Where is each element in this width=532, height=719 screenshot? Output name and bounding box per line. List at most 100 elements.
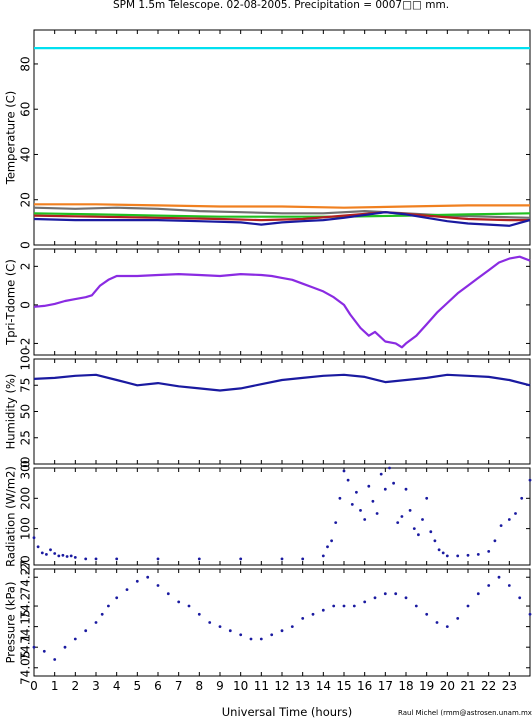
x-tick-label: 2 xyxy=(72,679,80,693)
radiation-point xyxy=(417,533,420,537)
x-tick-label: 18 xyxy=(398,679,413,693)
y-tick-label: 74.1 xyxy=(19,634,33,661)
pressure-point xyxy=(332,604,336,608)
pressure-point xyxy=(53,658,57,661)
radiation-point xyxy=(57,554,61,558)
radiation-point xyxy=(280,557,284,561)
pressure-point xyxy=(146,575,150,579)
x-tick-label: 12 xyxy=(274,679,289,693)
pressure-point xyxy=(487,584,491,587)
radiation-point xyxy=(437,548,441,552)
pressure-point xyxy=(280,629,284,633)
radiation-point xyxy=(65,555,69,558)
tpri-tdome-series-0 xyxy=(33,255,531,349)
pressure-point xyxy=(425,612,429,616)
pressure-point xyxy=(197,612,201,616)
y-tick-label: 40 xyxy=(19,147,33,162)
x-tick-label: 14 xyxy=(316,679,331,693)
x-tick-label: 19 xyxy=(419,679,434,693)
pressure-point xyxy=(107,604,110,608)
radiation-point xyxy=(49,548,52,552)
temperature-series-1 xyxy=(34,203,530,209)
temperature-series-4 xyxy=(33,211,530,222)
x-tick-label: 22 xyxy=(481,679,496,693)
radiation-point xyxy=(36,545,40,549)
pressure-point xyxy=(321,608,325,612)
x-tick-label: 5 xyxy=(134,679,142,693)
y-axis-label-radiation: Radiation (W/m2) xyxy=(4,466,18,567)
radiation-point xyxy=(383,487,387,491)
radiation-point xyxy=(487,550,491,553)
chart-title: SPM 1.5m Telescope. 02-08-2005. Precipit… xyxy=(113,0,449,11)
y-tick-label: 100 xyxy=(19,517,33,540)
y-tick-label: 60 xyxy=(19,102,33,117)
x-tick-label: 9 xyxy=(216,679,224,693)
radiation-point xyxy=(476,553,480,556)
pressure-point xyxy=(435,621,439,624)
radiation-point xyxy=(507,518,511,521)
radiation-point xyxy=(456,554,460,558)
pressure-point xyxy=(373,596,377,600)
x-tick-label: 16 xyxy=(357,679,372,693)
radiation-point xyxy=(84,557,88,561)
radiation-point xyxy=(441,551,445,555)
x-tick-label: 3 xyxy=(92,679,100,693)
radiation-point xyxy=(45,553,48,556)
pressure-point xyxy=(476,592,480,596)
radiation-point xyxy=(388,466,391,470)
pressure-point xyxy=(507,584,511,587)
panel-frame-tpri-tdome xyxy=(33,248,531,356)
pressure-point xyxy=(228,629,232,633)
pressure-point xyxy=(414,604,418,608)
y-tick-label: 0 xyxy=(19,460,33,468)
radiation-point xyxy=(346,478,350,482)
humidity-series-0 xyxy=(33,373,531,392)
radiation-point xyxy=(301,557,305,561)
y-tick-label: -2 xyxy=(19,337,33,349)
radiation-point xyxy=(32,536,36,540)
pressure-point xyxy=(456,617,460,620)
radiation-point xyxy=(326,545,329,549)
radiation-point xyxy=(425,496,429,500)
radiation-point xyxy=(408,509,412,512)
radiation-point xyxy=(499,524,503,527)
temperature-series-5 xyxy=(33,211,531,227)
y-tick-label: 100 xyxy=(19,348,33,371)
radiation-point xyxy=(40,551,44,555)
pressure-point xyxy=(125,588,129,591)
pressure-point xyxy=(156,584,160,587)
pressure-point xyxy=(383,592,387,596)
x-tick-label: 17 xyxy=(378,679,393,693)
x-tick-label: 6 xyxy=(154,679,162,693)
radiation-point xyxy=(367,484,371,488)
radiation-point xyxy=(53,552,57,555)
radiation-point xyxy=(321,554,325,558)
temperature-series-3 xyxy=(33,212,531,218)
y-tick-label: 200 xyxy=(19,487,33,510)
radiation-point xyxy=(338,496,342,500)
pressure-point xyxy=(497,575,501,579)
credit-text: Raul Michel (rmm@astrosen.unam.mx) xyxy=(398,709,532,717)
pressure-point xyxy=(218,625,222,628)
pressure-point xyxy=(239,633,243,637)
pressure-point xyxy=(42,649,46,653)
pressure-point xyxy=(394,592,398,596)
pressure-point xyxy=(63,645,67,649)
pressure-point xyxy=(94,621,98,624)
x-tick-label: 20 xyxy=(440,679,455,693)
radiation-point xyxy=(421,518,424,521)
pressure-point xyxy=(249,637,253,641)
radiation-point xyxy=(379,472,383,476)
x-tick-label: 0 xyxy=(30,679,38,693)
y-tick-label: 74.05 xyxy=(19,651,33,685)
x-tick-label: 4 xyxy=(113,679,121,693)
pressure-point xyxy=(135,579,139,583)
y-tick-label: 20 xyxy=(19,192,33,207)
y-tick-label: 50 xyxy=(19,404,33,419)
pressure-point xyxy=(301,617,305,620)
radiation-point xyxy=(334,521,338,524)
x-axis-label: Universal Time (hours) xyxy=(222,705,353,719)
pressure-point xyxy=(259,637,263,641)
